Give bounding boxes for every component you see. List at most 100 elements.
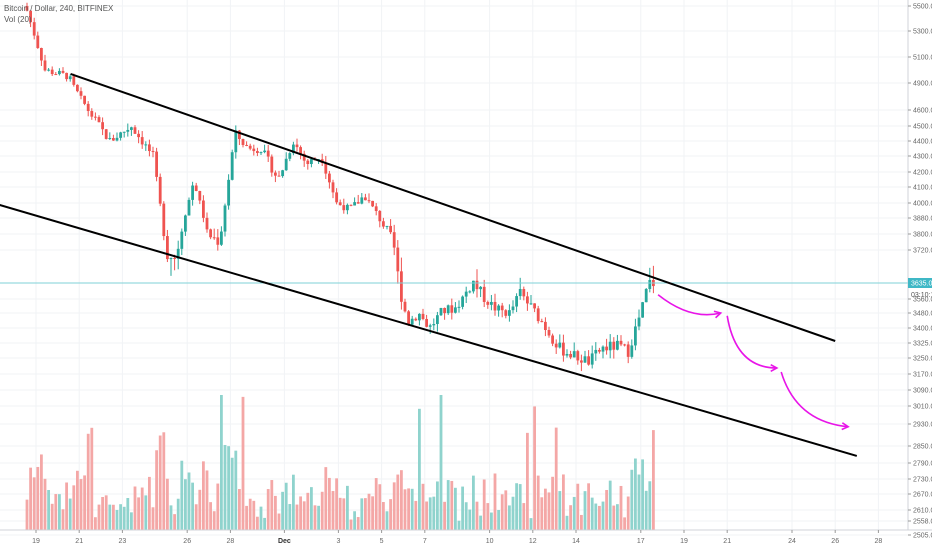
volume-bar [216, 483, 220, 530]
candle-body [439, 307, 443, 316]
candle-body [616, 340, 619, 350]
candle-body [68, 76, 72, 80]
volume-bar [580, 514, 583, 530]
volume-bar [169, 505, 173, 530]
candle-body [360, 197, 364, 204]
volume-bar [572, 496, 576, 530]
candle-body [576, 351, 580, 361]
candle-body [493, 301, 497, 311]
candle-body [400, 271, 403, 302]
price-tick-label: 3090.0 [913, 388, 932, 395]
price-tick-label: 5100.0 [913, 55, 932, 62]
projection-arrow[interactable] [657, 294, 721, 316]
volume-bar [371, 496, 374, 530]
candle-body [382, 221, 385, 227]
candle-body [202, 200, 205, 218]
time-tick-label: 10 [486, 538, 494, 545]
candle-body [270, 156, 274, 173]
volume-bar [461, 486, 464, 530]
candle-body [472, 280, 475, 292]
candle-body [292, 144, 295, 154]
arrow-head [841, 422, 850, 431]
volume-bar [443, 501, 446, 530]
volume-bar [108, 504, 112, 530]
volume-bar [652, 430, 655, 530]
time-tick-label: 28 [875, 538, 883, 545]
candle-body [630, 345, 634, 357]
trendline-upper[interactable] [70, 72, 836, 342]
volume-bar [529, 518, 533, 530]
volume-bar [151, 507, 155, 530]
projection-arrow[interactable] [780, 371, 849, 428]
candle-body [43, 60, 47, 71]
volume-bar [587, 483, 590, 530]
volume-bar [274, 495, 277, 530]
volume-bar [198, 489, 202, 530]
time-tick-label: 5 [380, 538, 384, 545]
candle-body [209, 229, 212, 238]
candle-body [612, 341, 616, 350]
candle-body [515, 296, 518, 307]
volume-bar [634, 458, 637, 530]
volume-indicator-label[interactable]: Vol (20) [4, 15, 32, 24]
candle-body [619, 340, 623, 345]
candle-body [32, 22, 36, 36]
candle-body [644, 288, 648, 303]
volume-bar [205, 470, 209, 530]
candle-body [47, 69, 50, 71]
candle-body [162, 203, 166, 237]
volume-bar [320, 491, 324, 530]
volume-bar [374, 478, 378, 530]
trendline-lower[interactable] [0, 204, 858, 457]
volume-bar [612, 505, 616, 530]
candle-body [65, 72, 68, 80]
candle-body [151, 151, 155, 153]
volume-bar [223, 444, 227, 530]
candle-body [587, 356, 590, 365]
candle-body [252, 148, 256, 152]
candlesticks [25, 2, 655, 372]
volume-bar [590, 497, 594, 530]
candle-body [133, 127, 137, 134]
candle-body [565, 353, 569, 356]
volume-bar [317, 505, 320, 530]
candle-body [468, 291, 472, 293]
candle-body [443, 307, 446, 314]
volume-bar [133, 486, 137, 530]
projection-arrows [657, 294, 850, 431]
candle-body [536, 308, 540, 322]
volume-bar [500, 494, 504, 530]
candle-body [436, 315, 439, 325]
volume-bar [180, 460, 184, 530]
volume-bar [83, 475, 86, 530]
price-tick-label: 5300.0 [913, 29, 932, 36]
price-tick-label: 2790.0 [913, 461, 932, 468]
candle-body [238, 130, 241, 140]
candle-body [529, 303, 533, 305]
volume-bar [479, 515, 482, 530]
candle-body [284, 158, 288, 171]
volume-bar [119, 504, 122, 530]
volume-bar [522, 503, 526, 530]
candle-body [259, 152, 263, 154]
candle-body [36, 35, 40, 48]
volume-bar [490, 512, 493, 530]
volume-bar [637, 474, 641, 530]
volume-bar [155, 450, 158, 530]
price-tick-label: 4000.0 [913, 201, 932, 208]
volume-bar [43, 478, 47, 530]
symbol-title[interactable]: Bitcoin / Dollar, 240, BITFINEX [4, 4, 114, 13]
volume-bar [148, 476, 151, 530]
volume-bar [630, 469, 634, 530]
candle-body [569, 353, 572, 358]
projection-arrow[interactable] [726, 315, 777, 369]
candle-body [137, 133, 140, 138]
volume-bar [468, 509, 472, 530]
time-tick-label: 23 [119, 538, 127, 545]
candle-body [554, 343, 558, 348]
volume-bar [446, 480, 450, 530]
candle-body [148, 144, 151, 152]
time-tick-label: 26 [831, 538, 839, 545]
candle-body [518, 289, 522, 297]
